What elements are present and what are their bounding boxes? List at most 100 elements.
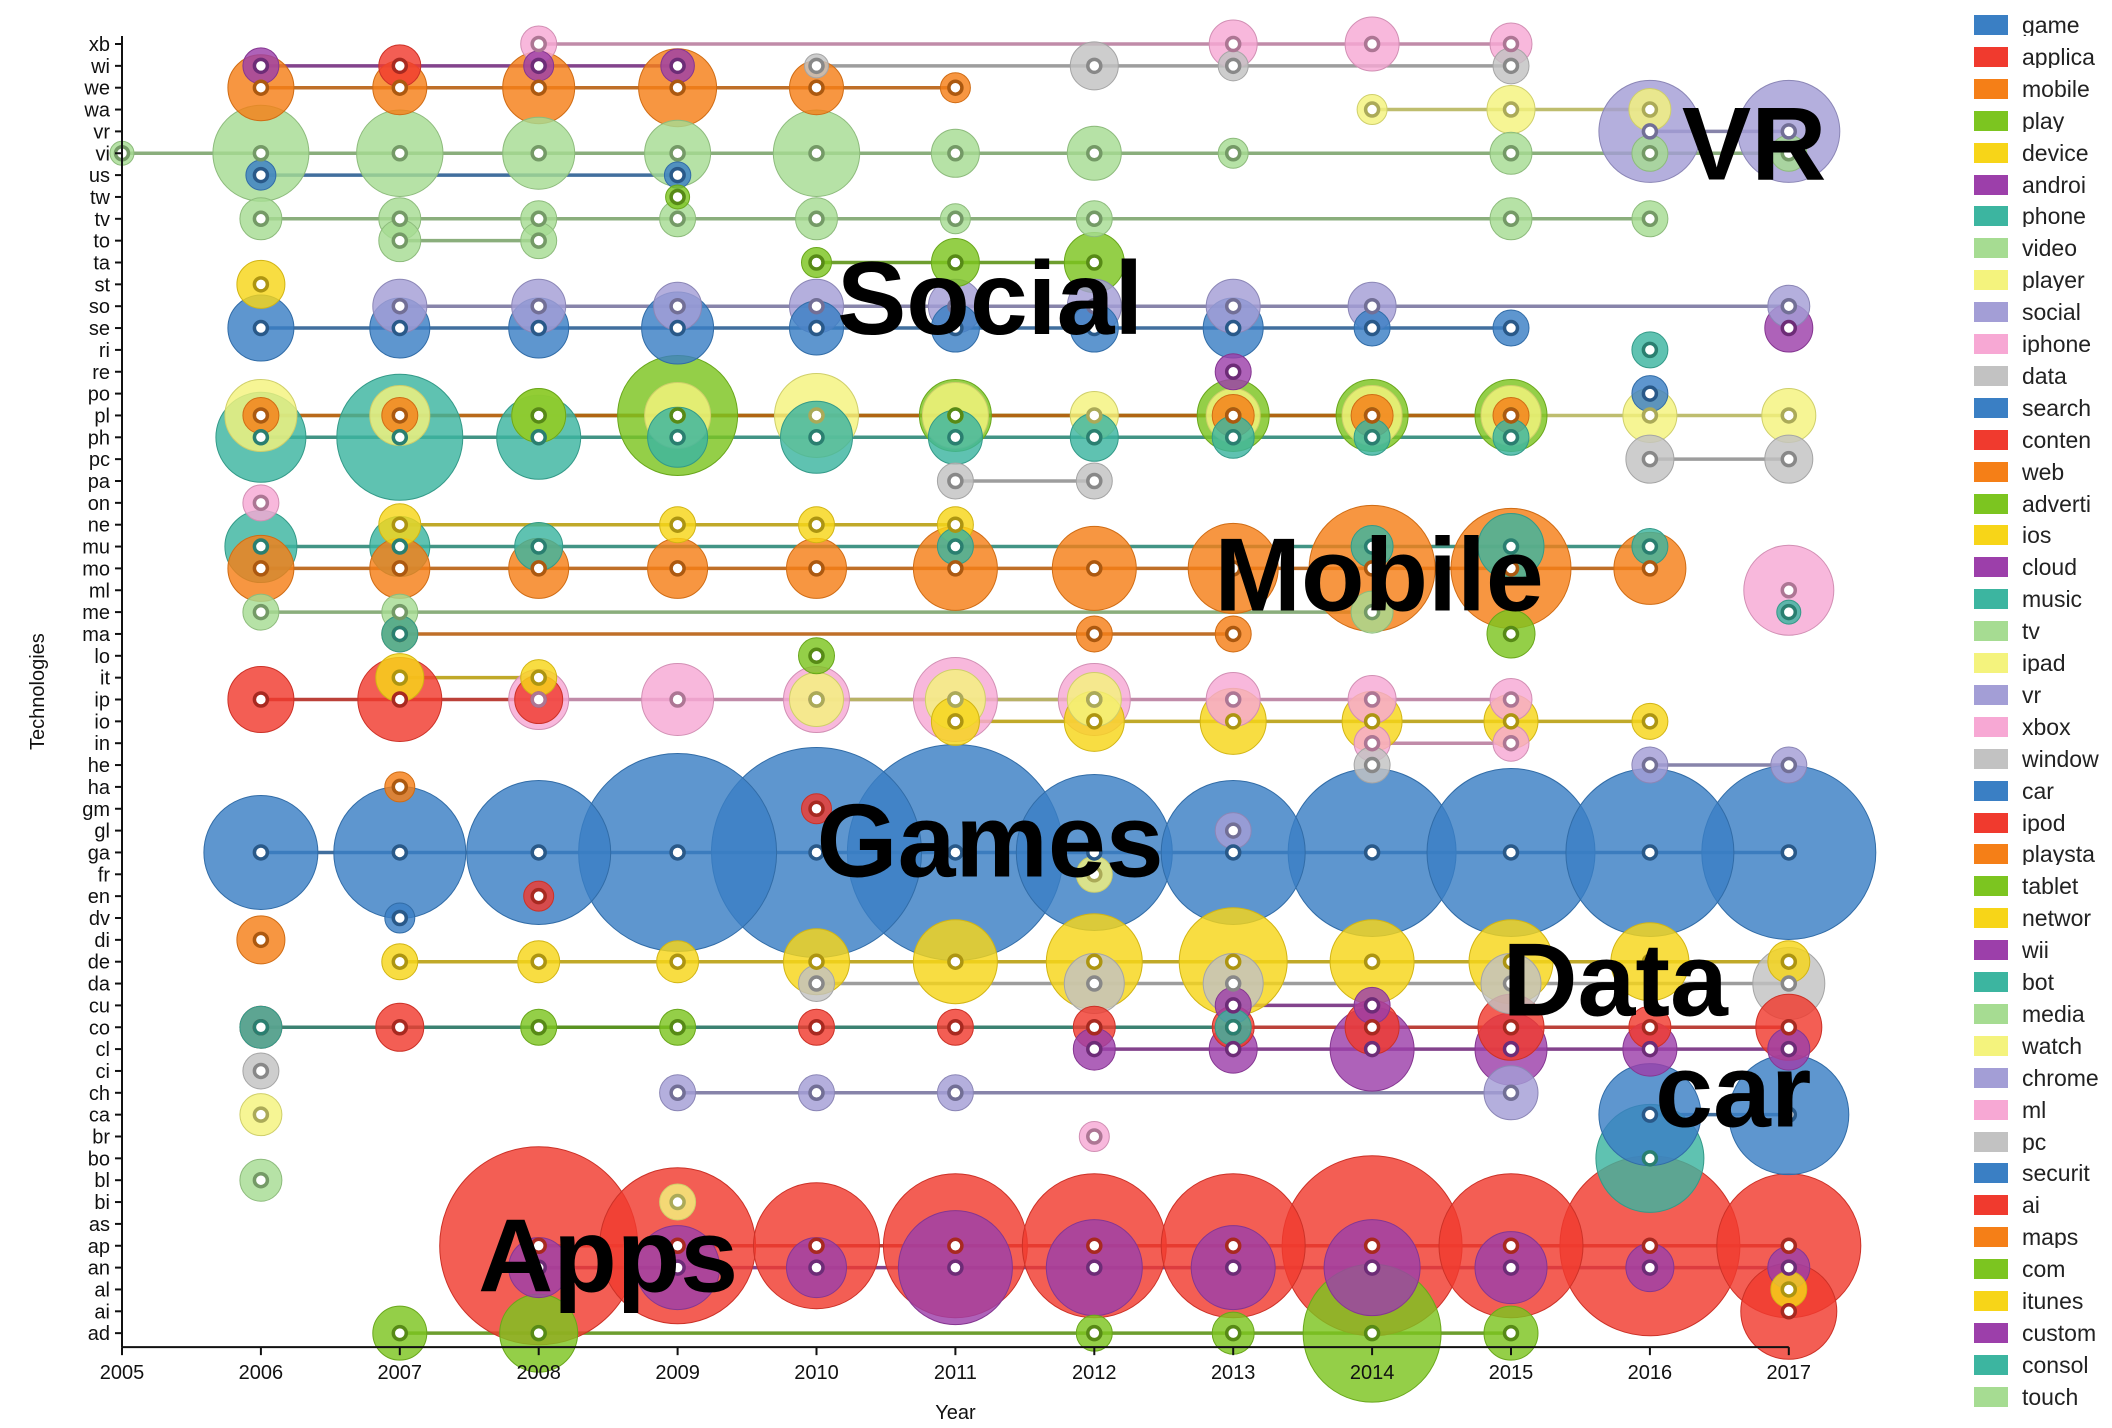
legend-item-playsta[interactable]: playsta — [1970, 841, 2112, 865]
marker-se-2014 — [1363, 319, 1381, 337]
legend-item-mobile[interactable]: mobile — [1970, 76, 2112, 100]
marker-an-2009 — [669, 1259, 686, 1276]
legend-item-ios[interactable]: ios — [1970, 522, 2112, 546]
marker-se-2013 — [1224, 319, 1242, 337]
y-tick-label-he: he — [88, 755, 110, 777]
legend-item-car[interactable]: car — [1970, 778, 2112, 802]
legend-item-game[interactable]: game — [1970, 12, 2112, 36]
legend-item-pc[interactable]: pc — [1970, 1129, 2112, 1153]
marker-co-2006 — [252, 1019, 270, 1036]
legend-item-play[interactable]: play — [1970, 108, 2112, 132]
marker-pl-2007 — [391, 407, 409, 424]
y-tick-label-gl: gl — [94, 821, 110, 843]
marker-wi-2012 — [1086, 57, 1103, 75]
marker-de-2016 — [1641, 953, 1659, 970]
marker-se-2008 — [530, 319, 547, 337]
legend-label: ml — [2022, 1096, 2047, 1121]
legend-item-maps[interactable]: maps — [1970, 1224, 2112, 1248]
x-tick-label-2015: 2015 — [1489, 1362, 1534, 1384]
legend-item-chrome[interactable]: chrome — [1970, 1065, 2112, 1089]
marker-vi-2007 — [391, 145, 409, 162]
marker-ip-2009 — [669, 691, 686, 708]
marker-wi-2008 — [530, 57, 547, 75]
legend-item-ml[interactable]: ml — [1970, 1097, 2112, 1121]
legend-item-consol[interactable]: consol — [1970, 1352, 2112, 1376]
legend-swatch — [1974, 142, 2008, 163]
legend-item-ipad[interactable]: ipad — [1970, 650, 2112, 674]
marker-ap-2009 — [669, 1237, 686, 1254]
legend-item-social[interactable]: social — [1970, 299, 2112, 323]
legend-item-phone[interactable]: phone — [1970, 203, 2112, 227]
legend-item-custom[interactable]: custom — [1970, 1320, 2112, 1344]
legend: game applica mobile play device androi phone vi… — [1970, 12, 2112, 1422]
legend-item-web[interactable]: web — [1970, 459, 2112, 483]
legend-item-itunes[interactable]: itunes — [1970, 1288, 2112, 1312]
legend-swatch — [1974, 1035, 2008, 1056]
legend-swatch — [1974, 110, 2008, 131]
marker-mu-2006 — [252, 538, 270, 555]
legend-item-androi[interactable]: androi — [1970, 172, 2112, 196]
legend-item-search[interactable]: search — [1970, 395, 2112, 419]
marker-tv-2015 — [1502, 210, 1520, 228]
marker-mo-2012 — [1086, 560, 1103, 577]
legend-item-music[interactable]: music — [1970, 586, 2112, 610]
marker-ad-2015 — [1502, 1324, 1520, 1342]
legend-swatch — [1974, 334, 2008, 354]
marker-ad-2008 — [530, 1324, 547, 1342]
legend-swatch — [1974, 429, 2008, 450]
legend-item-wii[interactable]: wii — [1970, 937, 2112, 961]
marker-st-2006 — [252, 276, 270, 293]
marker-co-2010 — [808, 1019, 825, 1036]
legend-item-conten[interactable]: conten — [1970, 427, 2112, 451]
legend-item-iphone[interactable]: iphone — [1970, 331, 2112, 355]
legend-item-data[interactable]: data — [1970, 363, 2112, 387]
annotation-car: car — [1655, 1034, 1811, 1150]
marker-wi-2013 — [1224, 57, 1242, 75]
legend-item-tablet[interactable]: tablet — [1970, 873, 2112, 897]
x-tick-label-2007: 2007 — [378, 1362, 423, 1384]
legend-item-device[interactable]: device — [1970, 140, 2112, 164]
legend-item-watch[interactable]: watch — [1970, 1033, 2112, 1057]
legend-item-video[interactable]: video — [1970, 235, 2112, 259]
legend-item-tv[interactable]: tv — [1970, 618, 2112, 642]
marker-vi-2009 — [669, 145, 686, 162]
marker-se-2011 — [947, 319, 964, 337]
legend-item-adverti[interactable]: adverti — [1970, 491, 2112, 515]
legend-item-ipod[interactable]: ipod — [1970, 810, 2112, 834]
marker-ch-2011 — [947, 1084, 964, 1102]
legend-item-xbox[interactable]: xbox — [1970, 714, 2112, 738]
marker-to-2007 — [391, 232, 409, 249]
y-tick-label-ca: ca — [89, 1105, 111, 1127]
legend-item-cloud[interactable]: cloud — [1970, 554, 2112, 578]
marker-mo-2015 — [1502, 560, 1520, 577]
legend-item-player[interactable]: player — [1970, 267, 2112, 291]
legend-item-bot[interactable]: bot — [1970, 969, 2112, 993]
marker-pl-2016 — [1641, 407, 1659, 424]
legend-item-networ[interactable]: networ — [1970, 905, 2112, 929]
legend-item-ai[interactable]: ai — [1970, 1192, 2112, 1216]
legend-item-window[interactable]: window — [1970, 746, 2112, 770]
marker-cl-2015 — [1502, 1040, 1520, 1058]
legend-label: bot — [2022, 969, 2054, 993]
marker-ne-2007 — [391, 516, 409, 533]
marker-tv-2006 — [252, 210, 270, 228]
legend-item-vr[interactable]: vr — [1970, 682, 2112, 706]
marker-wi-2009 — [669, 57, 686, 75]
annotation-vr: VR — [1682, 86, 1826, 202]
legend-item-securit[interactable]: securit — [1970, 1160, 2112, 1184]
marker-en-2008 — [530, 887, 547, 905]
legend-label: touch — [2022, 1383, 2079, 1408]
marker-pl-2017 — [1780, 407, 1798, 424]
marker-mu-2014 — [1363, 538, 1381, 555]
legend-item-applica[interactable]: applica — [1970, 44, 2112, 68]
marker-mo-2007 — [391, 560, 409, 577]
legend-item-com[interactable]: com — [1970, 1256, 2112, 1280]
marker-co-2008 — [530, 1019, 547, 1036]
y-tick-label-re: re — [92, 362, 110, 384]
marker-us-2006 — [252, 166, 270, 184]
marker-vi-2013 — [1224, 145, 1242, 162]
legend-item-media[interactable]: media — [1970, 1001, 2112, 1025]
legend-item-touch[interactable]: touch — [1970, 1384, 2112, 1408]
y-tick-label-ch: ch — [89, 1083, 110, 1105]
marker-ip-2014 — [1363, 691, 1381, 708]
